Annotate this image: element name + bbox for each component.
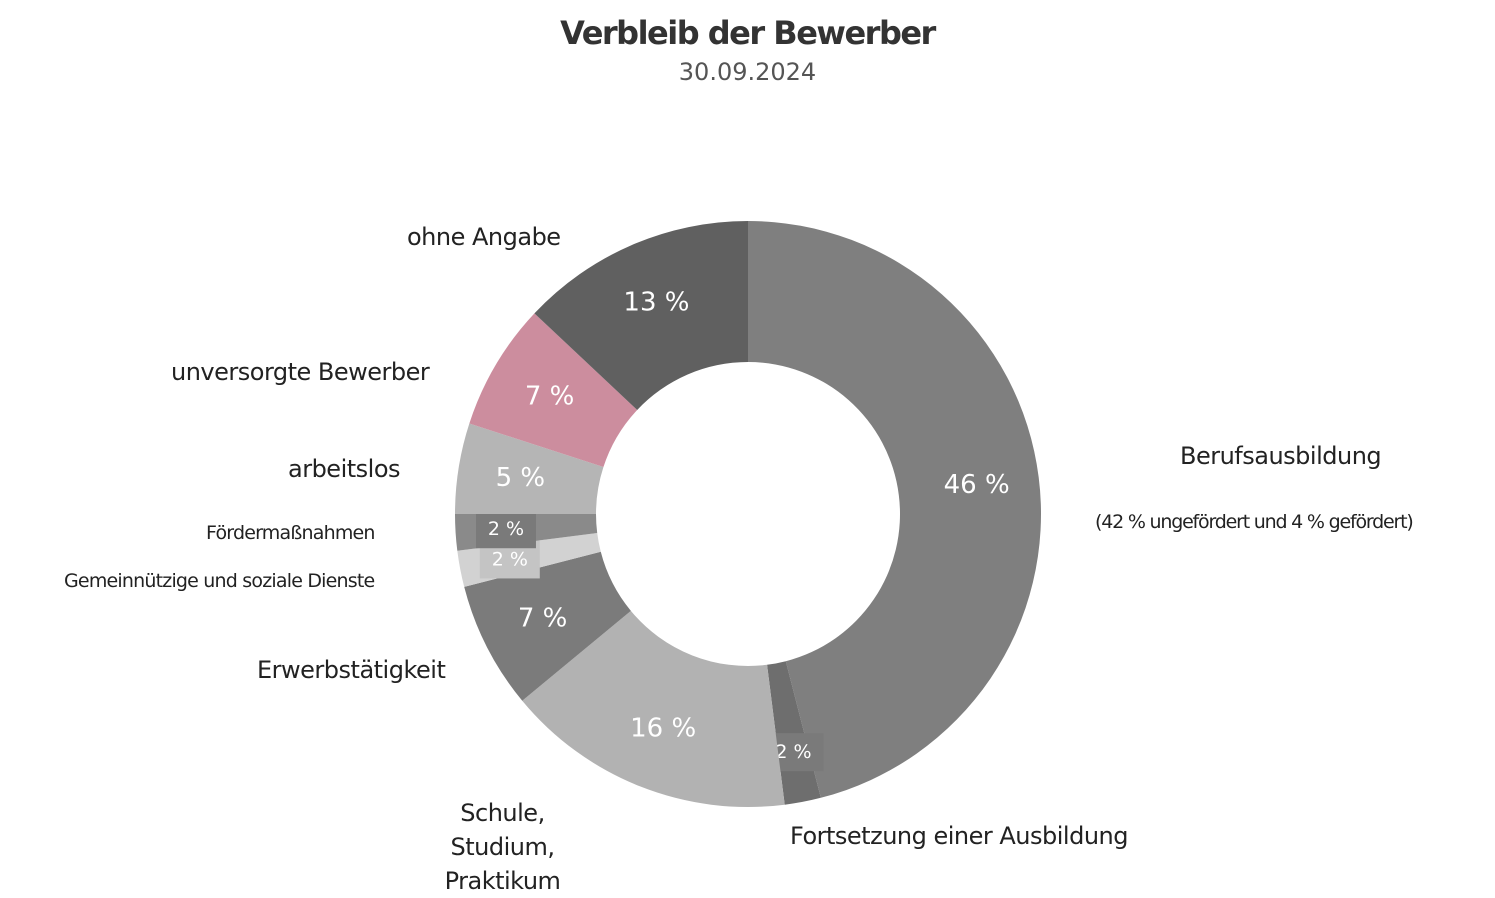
- value-label-box-f-rderma-nahmen: [475, 510, 536, 549]
- value-label-erwerbst-tigkeit: 7 %: [518, 604, 568, 634]
- value-label-f-rderma-nahmen: 2 %: [488, 518, 524, 540]
- label-ohne-angabe: ohne Angabe: [407, 223, 561, 251]
- donut-chart: 46 % 2 % 16 % 7 % 2 % 2 % 5 % 7 % 13 %: [455, 221, 1041, 808]
- label-berufsausbildung-note: (42 % ungefördert und 4 % gefördert): [1095, 511, 1414, 533]
- label-berufsausbildung: Berufsausbildung: [1180, 442, 1382, 470]
- label-arbeitslos: arbeitslos: [288, 455, 401, 483]
- slice-schule-studium-praktikum: [522, 610, 785, 808]
- value-label-ohne-angabe: 13 %: [623, 287, 689, 317]
- value-label-gemeinn-tzige-und-soziale-dienste: 2 %: [492, 548, 528, 570]
- label-fortsetzung-ausbildung: Fortsetzung einer Ausbildung: [790, 822, 1128, 850]
- value-label-arbeitslos: 5 %: [496, 463, 546, 493]
- slice-unversorgte-bewerber: [469, 313, 638, 468]
- value-label-berufsausbildung: 46 %: [944, 470, 1010, 500]
- chart-subtitle: 30.09.2024: [678, 58, 817, 86]
- label-foerdermassnahmen: Fördermaßnahmen: [206, 522, 375, 544]
- chart-title: Verbleib der Bewerber: [560, 14, 936, 52]
- slice-ohne-angabe: [534, 221, 748, 410]
- slice-erwerbst-tigkeit: [464, 551, 631, 701]
- label-gemeinnuetzige-dienste: Gemeinnützige und soziale Dienste: [64, 570, 375, 592]
- slice-berufsausbildung: [748, 221, 1041, 798]
- value-label-fortsetzung-einer-ausbildung: 2 %: [775, 741, 811, 763]
- label-schule-studium-praktikum: Schule, Studium, Praktikum: [444, 799, 561, 895]
- value-label-unversorgte-bewerber: 7 %: [525, 382, 575, 412]
- label-unversorgte-bewerber: unversorgte Bewerber: [171, 358, 430, 386]
- value-label-schule-studium-praktikum: 16 %: [630, 713, 696, 743]
- slice-arbeitslos: [455, 423, 604, 514]
- label-erwerbstaetigkeit: Erwerbstätigkeit: [257, 656, 446, 684]
